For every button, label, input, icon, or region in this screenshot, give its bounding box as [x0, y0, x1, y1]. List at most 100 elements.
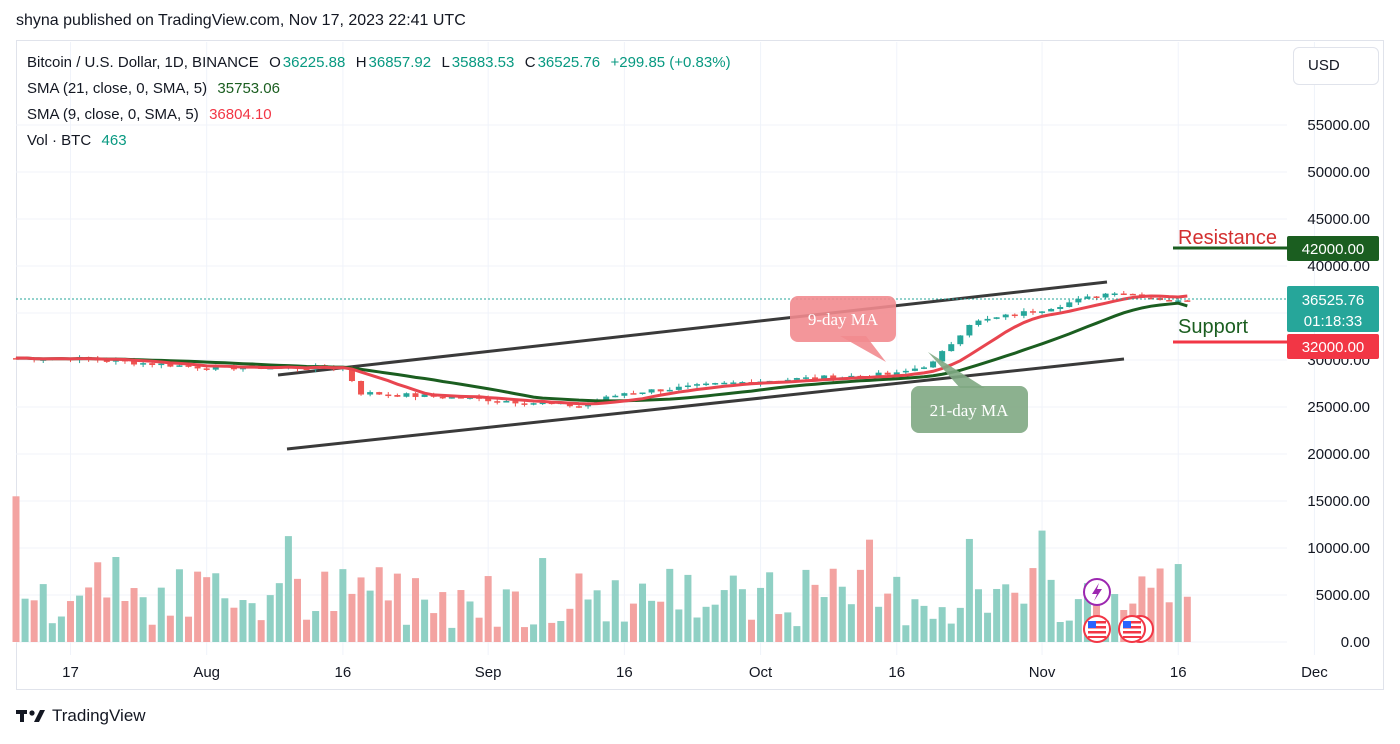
ma21-callout-bg: [911, 386, 1028, 433]
volume-bar: [947, 623, 955, 642]
legend-sma21[interactable]: SMA (21, close, 0, SMA, 5) 35753.06: [27, 80, 282, 97]
volume-bar: [412, 578, 420, 642]
volume-bar: [902, 625, 910, 642]
candle-body: [675, 386, 682, 390]
volume-bar: [575, 573, 583, 642]
volume-bar: [584, 599, 592, 642]
tradingview-logo[interactable]: TradingView: [16, 706, 146, 726]
volume-bar: [1065, 620, 1073, 642]
volume-tick-label: 5000.00: [1316, 587, 1370, 604]
candle-body: [694, 384, 700, 386]
candle-body: [185, 365, 192, 367]
sma21-value: 35753.06: [217, 80, 280, 97]
candle-body: [203, 368, 210, 370]
volume-bar: [366, 590, 374, 642]
lightning-event-icon[interactable]: [1083, 578, 1111, 606]
volume-bar: [1111, 594, 1119, 642]
legend-high: 36857.92: [368, 54, 432, 71]
candle-body: [1093, 296, 1100, 298]
candle-body: [639, 392, 646, 395]
volume-bar: [12, 496, 20, 642]
volume-bar: [30, 600, 38, 642]
volume-bar: [312, 611, 320, 642]
sma9-value: 36804.10: [209, 106, 272, 123]
volume-tick-label: 15000.00: [1307, 493, 1370, 510]
legend-volume[interactable]: Vol · BTC 463: [27, 132, 129, 149]
candle-body: [875, 372, 882, 378]
time-tick-label: 16: [888, 664, 905, 681]
price-axis[interactable]: 55000.0050000.0045000.0040000.0030000.00…: [1307, 117, 1370, 651]
volume-bar: [557, 621, 565, 642]
price-tick-label: 40000.00: [1307, 258, 1370, 275]
volume-bar: [384, 600, 392, 642]
publisher-line: shyna published on TradingView.com, Nov …: [16, 12, 466, 29]
volume-bar: [1156, 568, 1164, 642]
channel-upper-line[interactable]: [277, 280, 1108, 377]
candle-body: [1175, 300, 1182, 302]
candle-body: [1048, 308, 1055, 312]
candle-body: [712, 383, 719, 385]
candle-body: [1002, 314, 1009, 318]
time-tick-label: Nov: [1029, 664, 1056, 681]
volume-bar: [620, 621, 628, 642]
sma21-label: SMA (21, close, 0, SMA, 5): [27, 80, 208, 97]
candle-body: [394, 395, 401, 397]
candle-body: [439, 396, 446, 399]
volume-bar: [466, 601, 474, 642]
currency-button[interactable]: USD: [1293, 47, 1379, 85]
candle-body: [421, 394, 428, 397]
ma21-callout-pointer: [928, 352, 985, 388]
candle-body: [902, 370, 909, 373]
us-flag-event-icon-group[interactable]: [1118, 615, 1154, 643]
legend-sma9[interactable]: SMA (9, close, 0, SMA, 5) 36804.10: [27, 106, 274, 123]
candle-body: [194, 366, 201, 369]
candle-body: [848, 375, 855, 378]
volume-bar: [284, 536, 292, 642]
volume-bar: [820, 597, 828, 642]
volume-bar: [611, 580, 619, 642]
candle-body: [1066, 302, 1073, 308]
volume-bar: [511, 591, 519, 642]
volume-bar: [866, 539, 874, 642]
volume-bar: [1038, 530, 1046, 642]
resistance-label: Resistance: [1178, 227, 1277, 249]
volume-bar: [1002, 584, 1010, 642]
price-tick-label: 25000.00: [1307, 399, 1370, 416]
volume-bar: [920, 605, 928, 642]
volume-bar: [239, 600, 247, 642]
sma9-line: [15, 294, 1188, 406]
volume-bar: [502, 589, 510, 642]
volume-bar: [393, 573, 401, 642]
candle-body: [703, 383, 710, 386]
legend-o-label: O: [269, 54, 281, 71]
volume-bar: [457, 590, 465, 642]
price-tick-label: 50000.00: [1307, 164, 1370, 181]
volume-bar: [838, 586, 846, 642]
volume-bar: [684, 574, 692, 642]
candle-body: [494, 401, 501, 403]
time-axis[interactable]: 17 Aug 16 Sep 16 Oct 16 Nov 16 Dec: [62, 664, 1328, 681]
candle-body: [1184, 300, 1191, 302]
volume-bar: [1047, 579, 1055, 642]
candle-body: [911, 368, 918, 371]
candle-body: [666, 389, 673, 392]
support-price-tag-bg: [1287, 334, 1379, 359]
volume-bar: [793, 626, 801, 642]
candle-body: [930, 361, 937, 368]
channel-lower-line[interactable]: [286, 357, 1125, 451]
volume-bar: [729, 575, 737, 642]
candle-body: [1111, 293, 1118, 295]
volume-bar: [666, 568, 674, 642]
ma21-callout-label: 21-day MA: [930, 401, 1010, 420]
price-tick-label: 45000.00: [1307, 211, 1370, 228]
candle-body: [1029, 311, 1036, 313]
volume-bar: [811, 584, 819, 642]
candle-body: [358, 381, 365, 395]
candle-body: [448, 397, 455, 399]
trend-channel: [277, 280, 1125, 451]
candle-body: [13, 358, 19, 360]
volume-bar: [1056, 621, 1064, 642]
us-flag-event-icon[interactable]: [1083, 615, 1111, 643]
volume-bar: [757, 587, 765, 642]
